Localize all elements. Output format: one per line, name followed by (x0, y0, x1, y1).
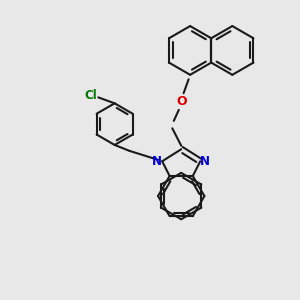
Text: Cl: Cl (84, 89, 97, 102)
Text: N: N (152, 155, 162, 168)
Text: O: O (176, 95, 187, 108)
Text: N: N (200, 155, 210, 168)
